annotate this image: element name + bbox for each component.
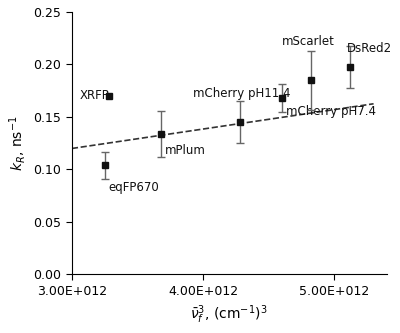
Text: XRFP: XRFP xyxy=(80,90,110,103)
X-axis label: $\bar{\nu}_f^3$, (cm$^{-1}$)$^3$: $\bar{\nu}_f^3$, (cm$^{-1}$)$^3$ xyxy=(190,303,268,326)
Text: mCherry pH7.4: mCherry pH7.4 xyxy=(286,105,376,118)
Text: mScarlet: mScarlet xyxy=(282,35,335,48)
Text: eqFP670: eqFP670 xyxy=(109,181,159,194)
Text: mPlum: mPlum xyxy=(165,144,206,157)
Y-axis label: $k_R$, ns$^{-1}$: $k_R$, ns$^{-1}$ xyxy=(7,116,28,171)
Text: mCherry pH11.4: mCherry pH11.4 xyxy=(192,87,290,100)
Text: DsRed2: DsRed2 xyxy=(347,42,392,55)
